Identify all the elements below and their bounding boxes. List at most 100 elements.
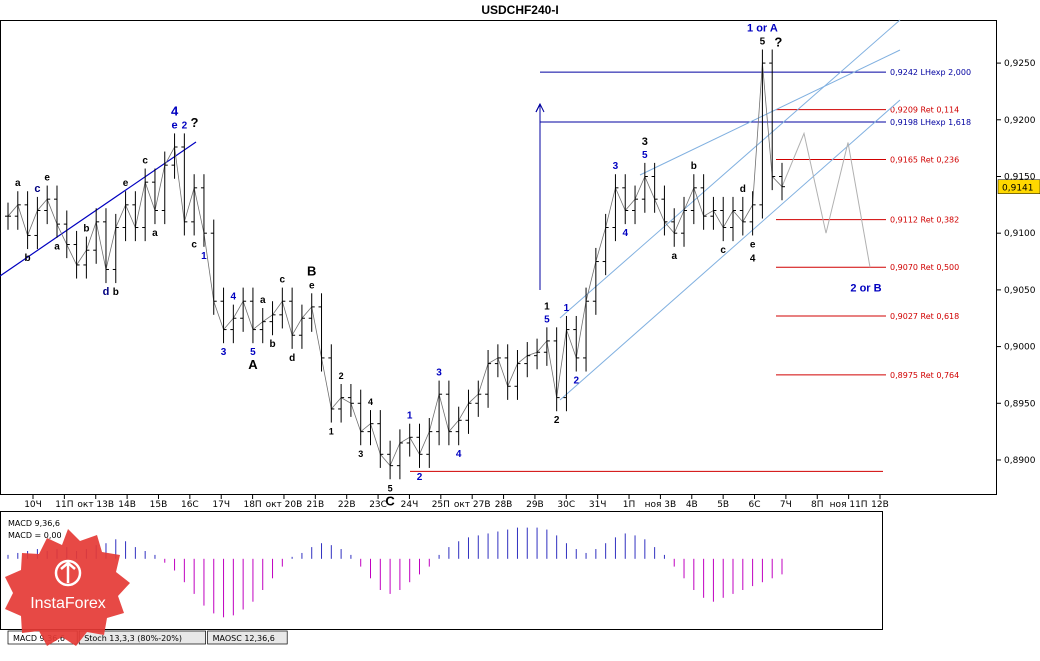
current-price-box [997, 179, 1040, 194]
wave-label: 5 [760, 36, 766, 47]
projection-path [781, 131, 871, 268]
fib-label: 0,8975 Ret 0,764 [890, 371, 959, 380]
chart-title: USDCHF240-I [481, 3, 558, 17]
wave-label: c [34, 183, 40, 195]
trend-channels [0, 19, 901, 401]
wave-label: d [103, 286, 110, 298]
wave-label: C [385, 493, 395, 508]
wave-label: 2 [554, 415, 560, 426]
fib-levels: 0,9242 LHexp 2,000 0,9209 Ret 0,114 0,9198… [410, 68, 971, 472]
wave-label: 5 [642, 150, 648, 161]
x-tick-label: 24Ч [401, 500, 419, 510]
y-tick-label: 0,9200 [1004, 116, 1036, 126]
indicator-tab-label: MAOSC 12,36,6 [213, 634, 275, 643]
current-price-label: 0,9141 [1002, 184, 1034, 194]
logo-badge-shape [5, 529, 130, 646]
wave-label: 1 [564, 303, 570, 314]
y-tick-label: 0,9250 [1004, 59, 1036, 69]
wave-label: a [260, 295, 266, 306]
wave-label: b [25, 253, 31, 264]
x-tick-label: 22В [338, 500, 356, 510]
x-tick-label: 25П [432, 500, 450, 510]
x-tick-label: 4В [686, 500, 698, 510]
wave-label: 5 [544, 314, 550, 325]
wave-label: e [171, 119, 177, 131]
fib-label: 0,9165 Ret 0,236 [890, 155, 959, 164]
channel-line [559, 99, 901, 401]
wave-label: a [671, 251, 677, 262]
fib-label: 0,9209 Ret 0,114 [890, 106, 959, 115]
wave-label: 1 or A [747, 22, 778, 34]
x-tick-label: 14В [118, 500, 136, 510]
wave-label: 1 [544, 301, 550, 312]
wave-label: 4 [622, 228, 628, 239]
wave-label: 4 [231, 292, 237, 303]
wave-label: e [44, 173, 50, 184]
wave-label: 2 [339, 371, 344, 381]
wave-label: 1 [329, 427, 334, 437]
wave-label: 1 [407, 411, 413, 422]
wave-label: 3 [642, 136, 648, 148]
wave-label: 4 [456, 449, 462, 460]
x-tick-label: окт 27В [454, 500, 491, 510]
wave-label: a [152, 228, 158, 239]
price-axis: 0,9250 0,9200 0,9150 0,9100 0,9050 0,9000 0,89… [996, 59, 1036, 466]
wave-label: a [54, 242, 60, 253]
indicator-frame [0, 511, 883, 630]
x-tick-label: 12В [871, 500, 889, 510]
macd-value: MACD = 0,00 [8, 531, 62, 540]
fib-label: 0,9027 Ret 0,618 [890, 312, 959, 321]
channel-line [639, 49, 901, 176]
wave-label: d [289, 353, 295, 364]
channel-line [559, 19, 901, 319]
y-tick-label: 0,9150 [1004, 172, 1036, 182]
channel-line [0, 141, 197, 277]
wave-lines [7, 63, 871, 467]
fib-label: 0,9112 Ret 0,382 [890, 216, 959, 225]
wave-label: c [142, 156, 148, 167]
time-axis: 10Ч 11П окт 13В 14В 15В 16С 17Ч 18П окт 20В 21В 22… [24, 494, 889, 510]
wave-label: 3 [613, 161, 619, 172]
wave-zigzag [7, 63, 783, 467]
wave-label: 4 [368, 397, 373, 407]
x-tick-label: 7Ч [780, 500, 792, 510]
fib-label: 0,9242 LHexp 2,000 [890, 68, 971, 77]
x-tick-label: 16С [181, 500, 199, 510]
wave-label: c [191, 239, 197, 250]
x-tick-label: окт 13В [77, 500, 114, 510]
wave-label: 3 [436, 368, 442, 379]
instaforex-logo: InstaForex [4, 527, 132, 649]
wave-label: e [750, 239, 756, 250]
logo-text: InstaForex [30, 595, 106, 612]
x-tick-label: 6С [749, 500, 761, 510]
wave-label: d [740, 184, 746, 195]
wave-labels: a cebabdebca4ec21345AabcdeB12345C12345121… [15, 22, 882, 508]
macd-title: MACD 9,36,6 [8, 519, 60, 528]
wave-label: e [309, 280, 315, 291]
logo-mark-icon [54, 559, 82, 587]
wave-label: c [720, 245, 726, 256]
x-tick-label: окт 20В [266, 500, 303, 510]
y-tick-label: 0,8900 [1004, 456, 1036, 466]
indicator-tab[interactable] [207, 630, 288, 645]
x-tick-label: 18П [243, 500, 261, 510]
wave-label: b [269, 339, 275, 350]
x-tick-label: 21В [307, 500, 325, 510]
indicator-tab-label: Stoch 13,3,3 (80%-20%) [84, 634, 182, 643]
x-tick-label: 17Ч [212, 500, 230, 510]
main-plot-frame [0, 20, 997, 495]
x-tick-label: 30С [557, 500, 575, 510]
wave-label: 4 [750, 253, 756, 264]
y-tick-label: 0,9050 [1004, 286, 1036, 296]
wave-label: b [113, 287, 119, 298]
x-tick-label: ноя 3В [645, 500, 677, 510]
y-tick-label: 0,9000 [1004, 343, 1036, 353]
wave-label: 5 [388, 483, 393, 493]
price-bars [5, 49, 785, 480]
x-tick-label: 11П [55, 500, 73, 510]
wave-label: c [280, 275, 286, 286]
indicator-tabs[interactable]: MACD 9,36,6 Stoch 13,3,3 (80%-20%) MAOSC 1… [7, 630, 288, 645]
wave-label: A [248, 357, 258, 372]
projection-arrowhead [535, 102, 545, 113]
